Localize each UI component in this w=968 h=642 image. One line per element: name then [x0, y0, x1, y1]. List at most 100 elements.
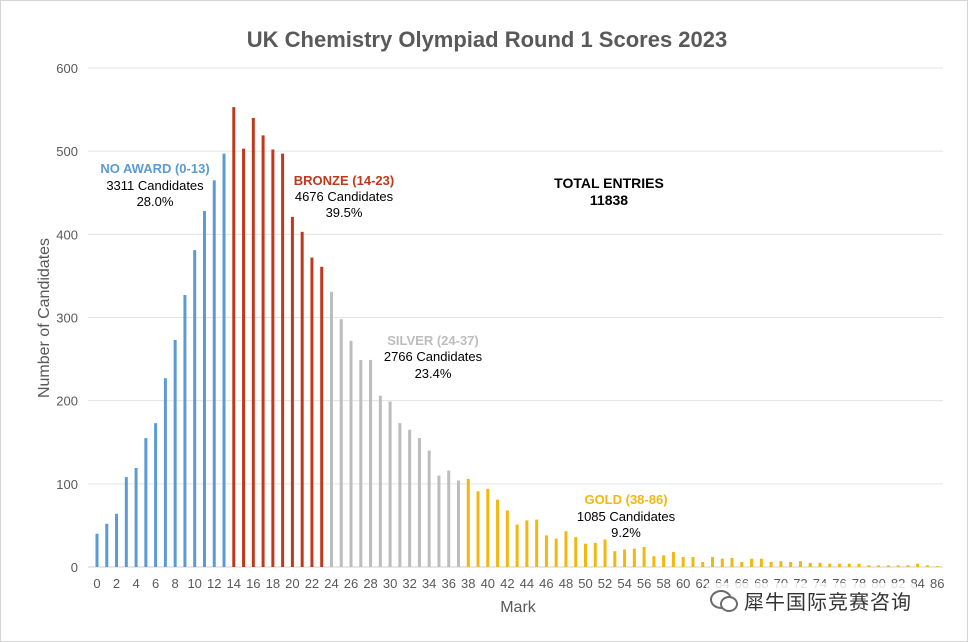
- bar-mark-21: [300, 231, 304, 567]
- bar-mark-50: [584, 543, 587, 567]
- silver-count: 2766 Candidates: [384, 349, 483, 364]
- y-tick-label: 500: [56, 144, 78, 159]
- bar-mark-62: [701, 562, 705, 567]
- bar-mark-10: [193, 250, 197, 567]
- y-axis-ticks: 0 100 200 300 400 500 600: [56, 61, 78, 575]
- total-entries-value: 11838: [590, 192, 628, 208]
- y-tick-label: 200: [56, 394, 78, 409]
- y-tick-label: 300: [56, 311, 78, 326]
- bar-mark-83: [906, 565, 910, 567]
- bar-mark-28: [369, 359, 373, 567]
- bar-mark-67: [750, 558, 754, 567]
- bar-mark-72: [798, 561, 802, 567]
- bar-mark-63: [711, 557, 715, 567]
- bar-mark-58: [662, 555, 666, 567]
- x-tick-label: 8: [172, 576, 179, 591]
- x-tick-label: 14: [227, 576, 241, 591]
- bar-mark-15: [242, 148, 246, 568]
- bar-mark-70: [779, 561, 783, 567]
- gold-percent: 9.2%: [611, 525, 641, 540]
- bar-mark-20: [290, 216, 294, 567]
- bar-mark-1: [105, 523, 109, 567]
- x-tick-label: 18: [266, 576, 280, 591]
- bar-mark-13: [222, 153, 226, 567]
- silver-percent: 23.4%: [415, 366, 452, 381]
- bar-mark-53: [613, 551, 617, 567]
- bar-mark-80: [877, 565, 881, 567]
- bar-mark-75: [828, 563, 832, 567]
- x-tick-label: 36: [441, 576, 455, 591]
- bar-mark-11: [202, 211, 206, 568]
- bar-mark-38: [466, 478, 470, 567]
- bar-mark-47: [554, 538, 558, 567]
- x-tick-label: 28: [363, 576, 377, 591]
- gold-count: 1085 Candidates: [577, 509, 676, 524]
- bar-mark-31: [398, 423, 402, 567]
- bar-mark-17: [261, 135, 265, 567]
- bar-mark-7: [163, 378, 167, 567]
- x-tick-label: 30: [383, 576, 397, 591]
- x-tick-label: 16: [246, 576, 260, 591]
- x-tick-label: 48: [559, 576, 573, 591]
- bar-mark-35: [437, 475, 441, 567]
- x-tick-label: 10: [187, 576, 201, 591]
- bar-mark-26: [349, 340, 353, 567]
- bar-mark-37: [456, 480, 460, 567]
- bar-mark-60: [681, 557, 685, 567]
- bar-mark-22: [310, 257, 314, 567]
- bar-mark-77: [847, 563, 851, 567]
- bar-mark-48: [564, 531, 568, 567]
- bar-mark-19: [281, 153, 285, 567]
- bar-mark-52: [603, 539, 607, 567]
- x-tick-label: 38: [461, 576, 475, 591]
- bar-mark-4: [134, 468, 138, 567]
- bar-mark-86: [935, 566, 939, 567]
- bar-mark-84: [916, 563, 920, 567]
- bronze-label: BRONZE (14-23): [294, 173, 394, 188]
- total-entries-label: TOTAL ENTRIES: [554, 175, 664, 191]
- wechat-icon: [710, 588, 738, 612]
- annotation-no-award: NO AWARD (0-13) 3311 Candidates 28.0%: [100, 161, 209, 209]
- bar-mark-0: [95, 533, 99, 567]
- bar-mark-12: [212, 180, 216, 567]
- x-tick-label: 40: [481, 576, 495, 591]
- bar-mark-85: [925, 565, 929, 567]
- x-tick-label: 20: [285, 576, 299, 591]
- bar-mark-9: [183, 295, 187, 567]
- bar-mark-6: [154, 423, 158, 567]
- annotation-total: TOTAL ENTRIES 11838: [554, 175, 664, 208]
- bars: [95, 107, 939, 568]
- y-tick-label: 400: [56, 227, 78, 242]
- bar-mark-29: [378, 395, 382, 567]
- watermark-text: 犀牛国际竞赛咨询: [744, 589, 912, 614]
- x-tick-label: 42: [500, 576, 514, 591]
- bar-mark-34: [427, 450, 431, 567]
- x-tick-label: 60: [676, 576, 690, 591]
- x-tick-label: 56: [637, 576, 651, 591]
- annotation-silver: SILVER (24-37) 2766 Candidates 23.4%: [384, 333, 483, 381]
- bar-mark-81: [886, 565, 890, 567]
- bar-mark-5: [144, 438, 148, 567]
- x-tick-label: 24: [324, 576, 338, 591]
- bar-mark-43: [515, 524, 519, 567]
- bar-mark-64: [720, 558, 724, 567]
- x-tick-label: 50: [578, 576, 592, 591]
- bar-mark-78: [857, 563, 861, 567]
- bar-mark-36: [447, 470, 451, 567]
- bar-mark-54: [623, 549, 627, 567]
- y-axis-label: Number of Candidates: [36, 238, 53, 398]
- y-tick-label: 600: [56, 61, 78, 76]
- bar-mark-24: [329, 291, 333, 567]
- bar-mark-18: [271, 149, 275, 567]
- bar-mark-23: [320, 266, 324, 567]
- bar-mark-32: [408, 429, 412, 567]
- no-award-percent: 28.0%: [137, 194, 174, 209]
- x-tick-label: 26: [344, 576, 358, 591]
- x-tick-label: 12: [207, 576, 221, 591]
- bar-mark-61: [691, 557, 695, 567]
- bar-mark-55: [632, 548, 636, 567]
- bar-mark-40: [486, 488, 490, 567]
- x-tick-label: 32: [402, 576, 416, 591]
